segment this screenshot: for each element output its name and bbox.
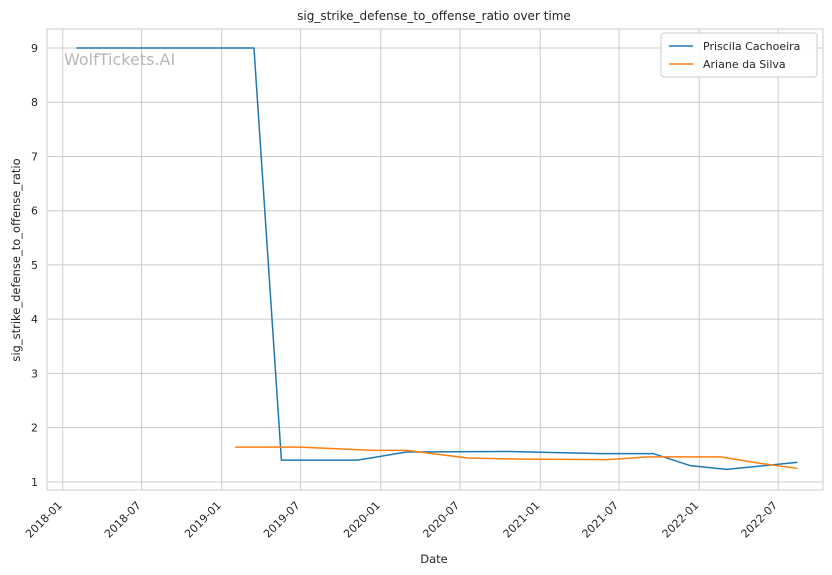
plot-background [47,29,823,490]
watermark-text: WolfTickets.AI [64,50,175,69]
y-tick-label: 2 [31,422,38,435]
y-tick-label: 5 [31,259,38,272]
legend-box [660,32,818,78]
series-line-0 [76,47,798,471]
chart-title: sig_strike_defense_to_offense_ratio over… [297,9,571,23]
series-line-1 [234,446,798,470]
plot-frame [46,28,824,491]
legend-label-ariane: Ariane da Silva [703,58,786,71]
y-axis-ticks: 1 2 3 4 5 6 7 8 9 [31,42,38,489]
x-gridlines [62,29,779,490]
y-tick-label: 6 [31,205,38,218]
y-tick-label: 4 [31,313,38,326]
y-tick-label: 7 [31,150,38,163]
y-tick-label: 8 [31,96,38,109]
y-axis-label: sig_strike_defense_to_offense_ratio [9,158,23,361]
y-tick-label: 1 [31,476,38,489]
y-tick-label: 3 [31,367,38,380]
plot-area [46,28,824,491]
legend: Priscila Cachoeira Ariane da Silva [660,32,818,78]
series-layer [76,47,798,471]
y-tick-label: 9 [31,42,38,55]
x-axis-label: Date [420,552,448,566]
legend-label-priscila: Priscila Cachoeira [703,40,800,53]
